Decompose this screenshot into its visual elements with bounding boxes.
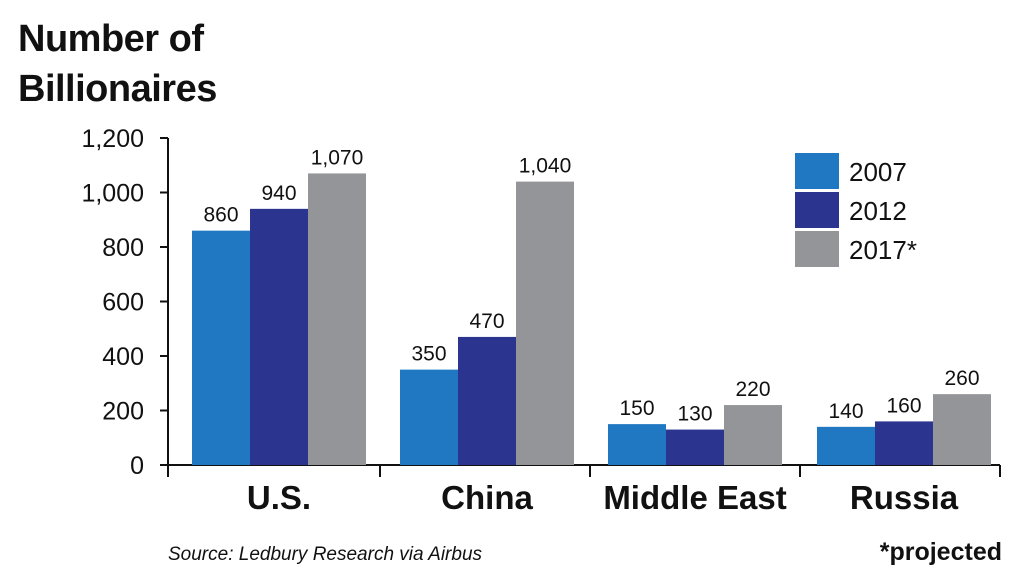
bar	[875, 421, 933, 465]
chart-title: Number of Billionaires	[18, 14, 217, 114]
category-label: Russia	[850, 479, 959, 516]
y-tick-label: 600	[102, 289, 144, 317]
y-tick-label: 1,000	[81, 180, 144, 208]
bar-value-label: 1,040	[519, 155, 572, 178]
bar-value-label: 220	[735, 378, 770, 401]
bar	[608, 424, 666, 465]
bar	[308, 173, 366, 466]
bar-value-label: 140	[828, 400, 863, 423]
chart-title-line-2: Billionaires	[18, 68, 217, 110]
y-tick-label: 800	[102, 234, 144, 262]
bar	[516, 181, 574, 465]
legend-swatch	[795, 153, 839, 189]
legend-swatch	[795, 231, 839, 267]
bar	[933, 394, 991, 465]
bar	[400, 369, 458, 465]
legend-label: 2017*	[849, 235, 917, 265]
bar-value-label: 260	[944, 367, 979, 390]
y-tick-label: 200	[102, 398, 144, 426]
legend-label: 2007	[849, 157, 907, 187]
category-label: U.S.	[247, 479, 311, 516]
bar-value-label: 860	[203, 204, 238, 227]
bar	[724, 405, 782, 465]
category-label: China	[441, 479, 533, 516]
category-label: Middle East	[603, 479, 786, 516]
bar-value-label: 1,070	[311, 146, 364, 169]
y-tick-label: 0	[130, 452, 144, 480]
bar-value-label: 160	[886, 394, 921, 417]
bar-value-label: 350	[411, 343, 446, 366]
bar	[192, 230, 250, 465]
bar	[666, 429, 724, 465]
footnote: *projected	[879, 538, 1002, 566]
bar-value-label: 940	[261, 182, 296, 205]
y-tick-label: 1,200	[81, 125, 144, 153]
legend-label: 2012	[849, 196, 907, 226]
source-note: Source: Ledbury Research via Airbus	[168, 544, 483, 565]
bar	[817, 426, 875, 465]
bar-value-label: 150	[619, 397, 654, 420]
y-tick-label: 400	[102, 343, 144, 371]
bar	[250, 208, 308, 465]
bar	[458, 336, 516, 465]
legend-swatch	[795, 192, 839, 228]
bar-value-label: 130	[677, 403, 712, 426]
chart-title-line-1: Number of	[18, 18, 204, 60]
bar-value-label: 470	[469, 310, 504, 333]
